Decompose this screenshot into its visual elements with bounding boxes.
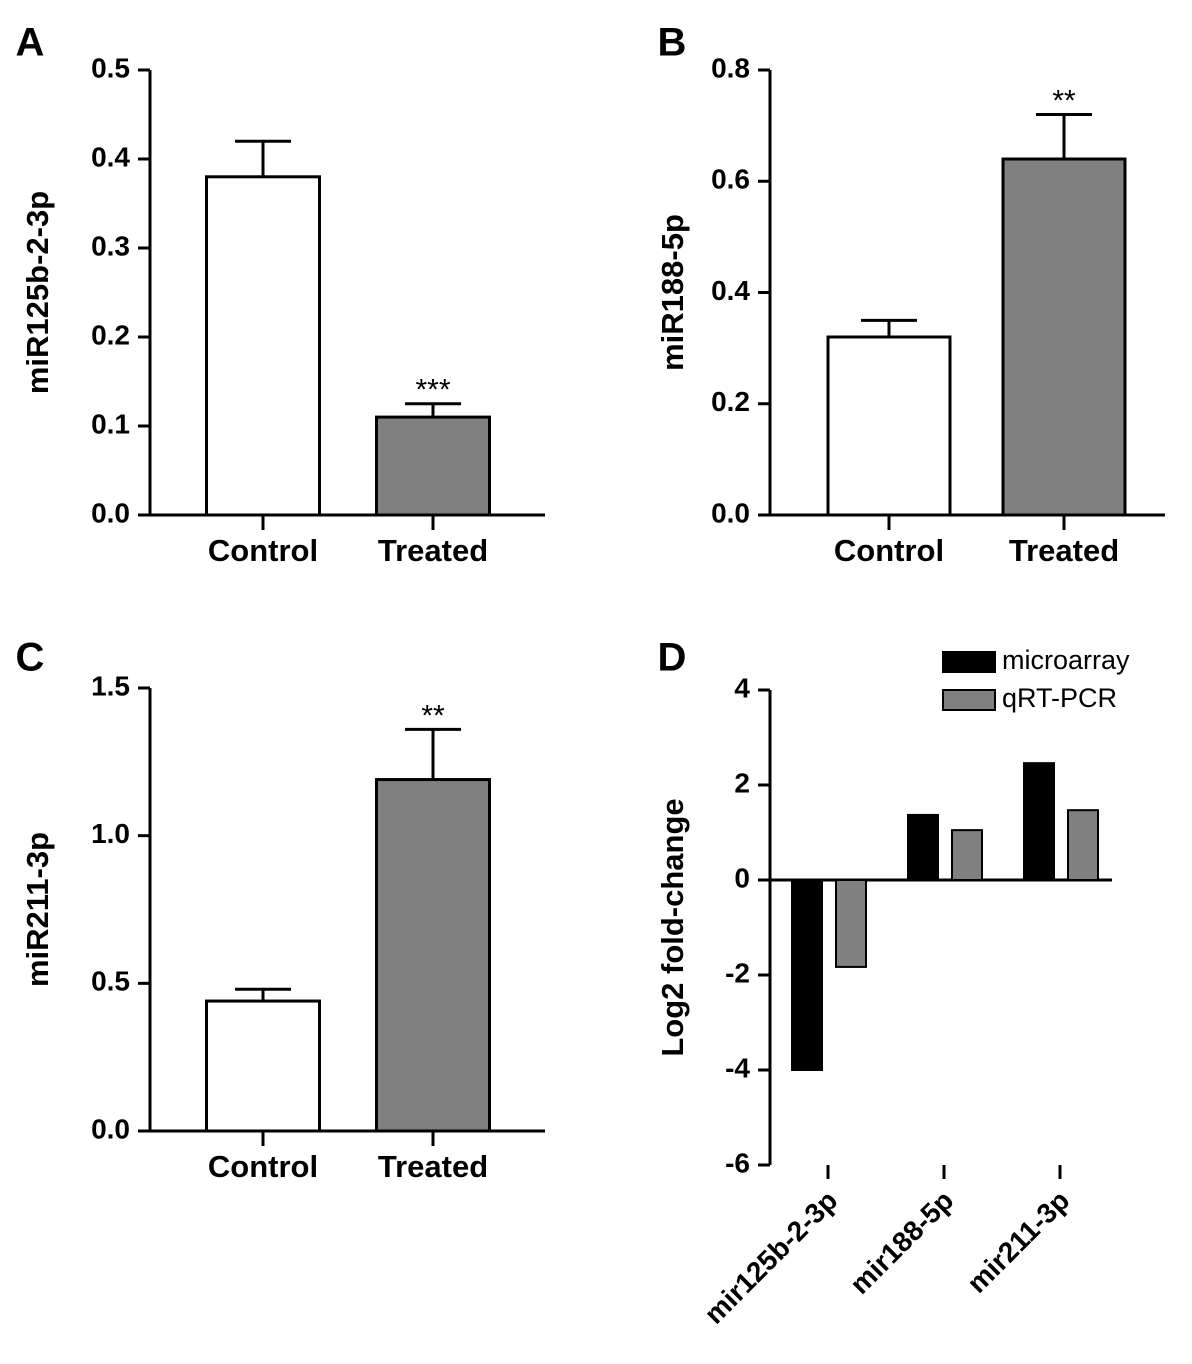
y-tick-label: 0.2 [91, 319, 130, 350]
x-tick-label: mir125b-2-3p [698, 1185, 843, 1330]
bar [791, 879, 823, 1071]
y-tick-label: 0.2 [711, 386, 750, 417]
x-tick-label: Treated [1009, 533, 1119, 568]
y-tick-label: 0.4 [711, 275, 750, 306]
y-tick-label: 0.5 [91, 52, 130, 83]
y-tick-label: 0 [734, 862, 750, 893]
bar [835, 879, 867, 968]
significance-label: ** [1052, 84, 1076, 117]
bar [951, 829, 983, 881]
x-tick-label: Treated [378, 1149, 488, 1184]
y-tick-label: 4 [734, 672, 750, 703]
y-axis-title: miR211-3p [20, 832, 55, 987]
bar [205, 175, 321, 517]
y-tick-label: 1.0 [91, 818, 130, 849]
bar [205, 999, 321, 1133]
y-tick-label: 0.0 [91, 1113, 130, 1144]
bar [1067, 809, 1099, 881]
y-tick-label: 0.1 [91, 408, 130, 439]
panel-label: C [16, 636, 45, 680]
x-tick-label: Control [208, 1149, 318, 1184]
x-tick-label: Control [834, 533, 944, 568]
y-tick-label: 0.4 [91, 141, 130, 172]
legend-swatch [942, 651, 996, 673]
x-tick-label: mir211-3p [961, 1185, 1075, 1299]
legend-swatch [942, 689, 996, 711]
significance-label: ** [421, 699, 445, 732]
x-tick-label: Treated [378, 533, 488, 568]
x-tick-label: mir188-5p [844, 1185, 959, 1300]
y-tick-label: 0.5 [91, 966, 130, 997]
y-tick-label: -4 [725, 1052, 750, 1083]
legend-label: microarray [1002, 645, 1130, 675]
y-tick-label: 0.0 [711, 497, 750, 528]
y-tick-label: 2 [734, 767, 750, 798]
y-axis-title: miR125b-2-3p [20, 191, 55, 394]
bar [826, 335, 952, 517]
y-tick-label: -2 [725, 957, 750, 988]
significance-label: *** [415, 374, 450, 407]
y-tick-label: 1.5 [91, 670, 130, 701]
bar [907, 813, 939, 881]
panel-label: D [658, 636, 687, 680]
x-tick-label: Control [208, 533, 318, 568]
y-tick-label: 0.3 [91, 230, 130, 261]
bar [375, 415, 491, 517]
bar [375, 778, 491, 1133]
panel-label: A [16, 21, 45, 65]
y-tick-label: 0.6 [711, 164, 750, 195]
legend-label: qRT-PCR [1002, 683, 1117, 713]
y-axis-title: miR188-5p [655, 214, 690, 371]
y-tick-label: -6 [725, 1147, 750, 1178]
y-axis-title: Log2 fold-change [655, 798, 690, 1056]
bar [1023, 762, 1055, 882]
y-tick-label: 0.0 [91, 497, 130, 528]
y-tick-label: 0.8 [711, 52, 750, 83]
panel-label: B [658, 21, 687, 65]
bar [1001, 157, 1127, 517]
